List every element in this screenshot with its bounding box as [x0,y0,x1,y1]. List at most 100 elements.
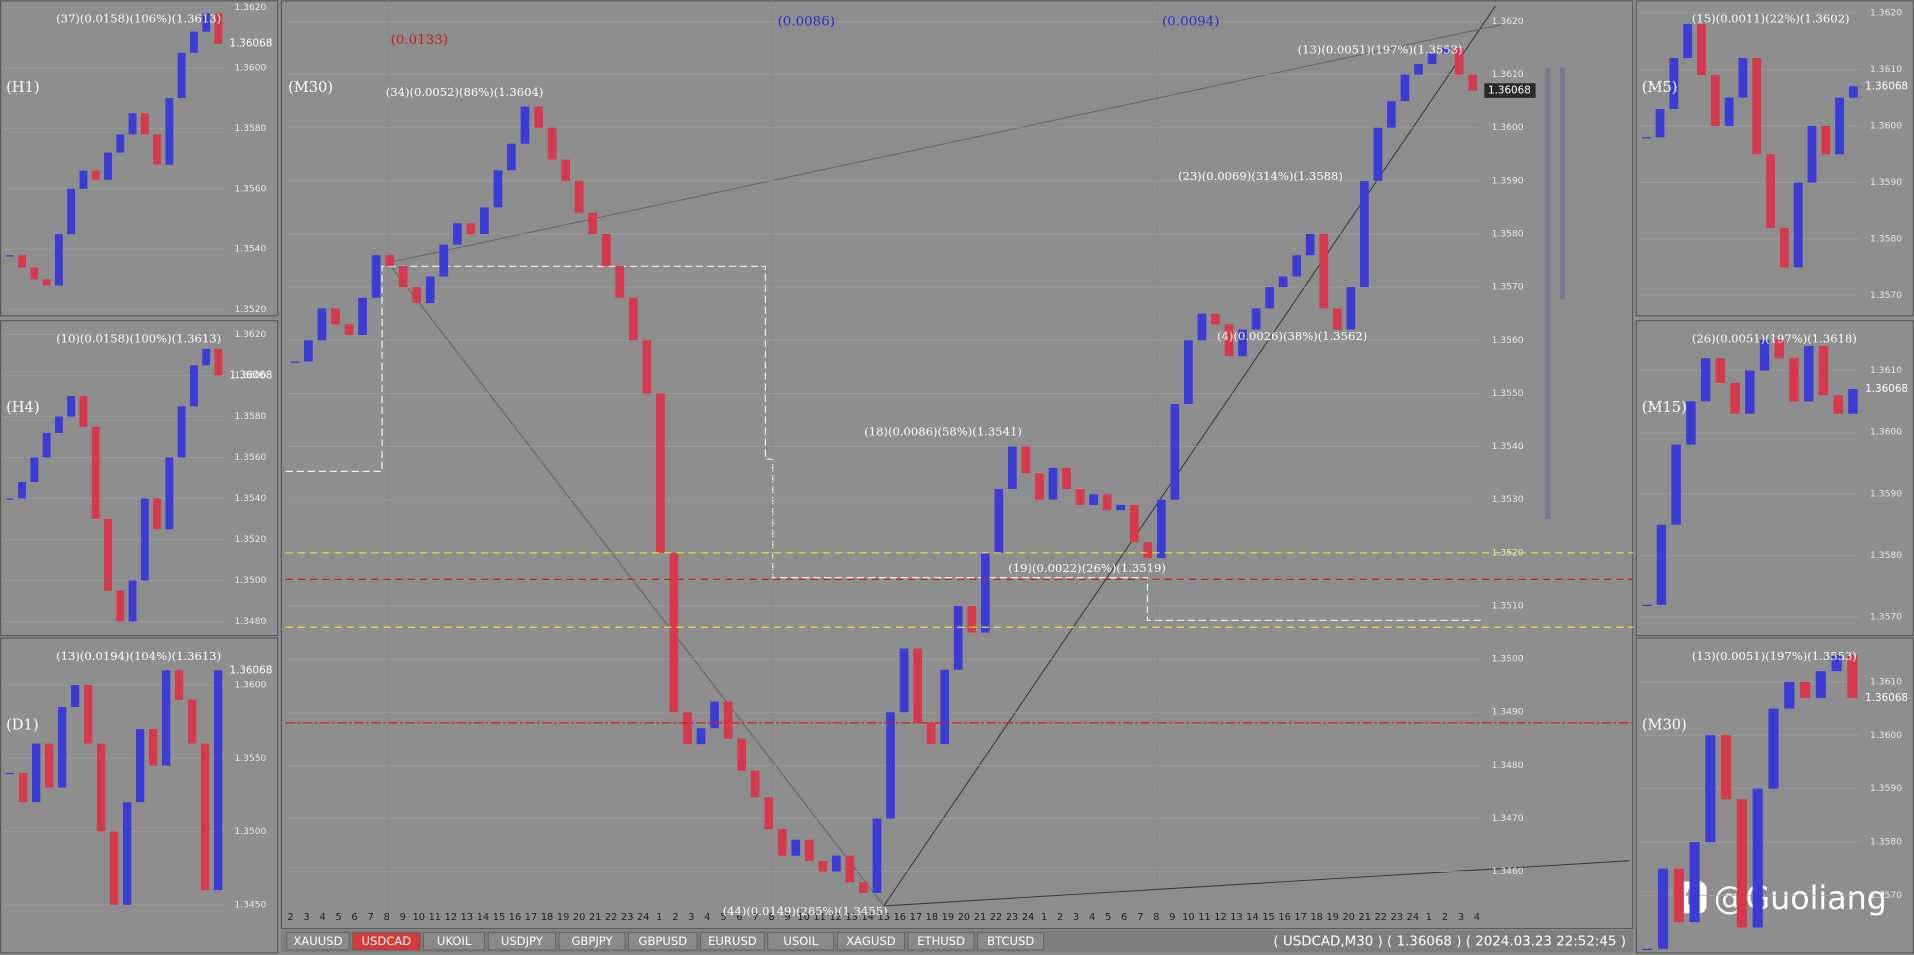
symbol-tab-label[interactable]: XAGUSD [846,934,895,948]
candle [128,580,137,622]
symbol-tab[interactable] [628,932,698,951]
candle [1655,108,1665,138]
x-tick-label: 17 [1294,912,1306,923]
x-tick-label: 7 [752,912,758,923]
frame [1635,637,1914,954]
current-price: 1.36068 [229,664,272,676]
annotation: (23)(0.0069)(314%)(1.3588) [1178,169,1343,183]
current-price: 1.36068 [1488,85,1531,97]
trend-line [883,6,1496,907]
y-tick-label: 1.3550 [234,754,266,764]
symbol-tab-label[interactable]: UKOIL [437,934,472,948]
candle [189,31,198,53]
candle [1265,287,1274,309]
symbol-tab[interactable] [558,932,626,951]
symbol-tab-label[interactable]: USOIL [783,934,818,948]
x-tick-label: 4 [1474,912,1480,923]
candle [859,882,868,893]
candle [953,605,963,670]
x-tick-label: 3 [303,912,309,923]
candle [1332,308,1342,330]
x-tick-label: 24 [1407,912,1419,923]
candle [1848,389,1858,414]
symbol-tab[interactable] [352,932,421,951]
symbol-tab-label[interactable]: GBPUSD [638,934,687,948]
symbol-tab[interactable] [837,932,905,951]
y-tick-label: 1.3600 [234,371,266,381]
candle [140,113,149,135]
candle [30,267,39,280]
current-price: 1.36068 [229,38,272,50]
candle [574,180,584,213]
symbol-tab[interactable] [423,932,485,951]
symbol-tab-label[interactable]: USDCAD [362,934,412,948]
candle [1197,313,1207,341]
candle [18,772,28,803]
symbol-tab[interactable] [907,932,975,951]
y-tick-label: 1.3580 [234,412,266,422]
candle [177,52,186,99]
x-tick-label: 9 [784,912,790,923]
candle [764,797,774,830]
candle [493,170,503,208]
y-tick-label: 1.3610 [1870,366,1902,376]
y-tick-label: 1.3540 [1492,442,1524,452]
candle [1736,799,1747,928]
candle [1414,63,1423,75]
symbol-tab-label[interactable]: XAUUSD [293,934,342,948]
candle [1062,467,1071,490]
symbol-tab[interactable] [767,932,835,951]
candle [116,590,125,622]
x-tick-label: 1 [656,912,662,923]
y-tick-label: 1.3590 [1492,176,1524,186]
candle [1656,524,1667,605]
candle [79,170,88,189]
candle [1800,681,1811,698]
candle [122,802,132,905]
symbol-tab[interactable] [286,932,350,951]
candle [202,13,211,32]
x-tick-label: 12 [445,912,457,923]
candle [1671,444,1681,525]
symbol-tab[interactable] [487,932,556,951]
candle [980,552,990,633]
candle [1657,868,1669,949]
x-tick-label: 4 [319,912,325,923]
candle [1211,313,1220,325]
frame [0,637,279,954]
x-tick-label: 12 [1214,912,1226,923]
symbol-tab-label[interactable]: GBPJPY [571,934,613,948]
x-tick-label: 4 [1089,912,1095,923]
symbol-tab[interactable] [977,932,1045,951]
candle [96,743,106,832]
x-tick-label: 2 [1057,912,1063,923]
candle [1766,154,1775,228]
y-tick-label: 1.3580 [1870,235,1902,245]
x-tick-label: 6 [736,912,742,923]
x-tick-label: 16 [894,912,906,923]
symbol-tab[interactable] [700,932,765,951]
symbol-tab-label[interactable]: BTCUSD [987,934,1034,948]
x-tick-label: 3 [1073,912,1079,923]
candle [1807,125,1817,183]
candle [200,743,210,891]
symbol-tab-label[interactable]: EURUSD [708,934,757,948]
candle [153,498,162,530]
annotation: (26)(0.0051)(197%)(1.3618) [1692,332,1857,346]
frame [0,0,279,317]
candle [1673,868,1684,923]
candle [344,324,354,335]
y-tick-label: 1.3560 [234,184,266,194]
symbol-tab-label[interactable]: USDJPY [501,934,544,948]
candle [189,365,198,407]
x-tick-label: 20 [958,912,970,923]
candle [54,234,63,286]
candle [832,855,841,872]
profile-bar [1545,67,1551,520]
symbol-tab-label[interactable]: ETHUSD [917,934,965,948]
y-tick-label: 1.3600 [234,63,266,73]
candle [669,552,679,713]
chart-label: (M30) [288,79,333,96]
candle [1360,180,1369,288]
candle [683,712,692,745]
